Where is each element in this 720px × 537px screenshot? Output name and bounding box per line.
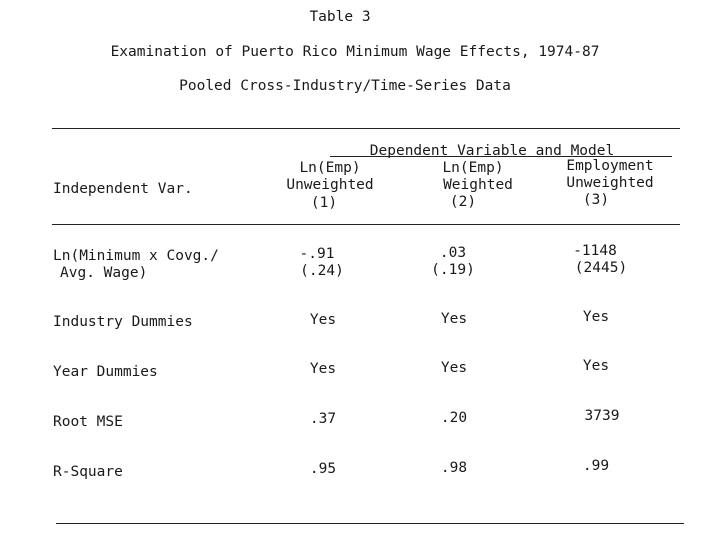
cell-rmse-col1: .37 bbox=[309, 411, 337, 427]
row-label-wage-line1: Ln(Minimum x Covg./ bbox=[53, 248, 219, 264]
bottom-rule bbox=[56, 523, 684, 524]
cell-rsq-col3: .99 bbox=[582, 458, 610, 474]
cell-wage-col1-coef: -.91 bbox=[299, 246, 335, 262]
row-label-wage-line2: Avg. Wage) bbox=[60, 265, 148, 281]
cell-wage-col2-coef: .03 bbox=[439, 245, 467, 261]
spanner-header: Dependent Variable and Model bbox=[369, 143, 615, 159]
column-2-number: (2) bbox=[449, 194, 477, 210]
column-3-line2: Unweighted bbox=[566, 175, 654, 191]
column-1-line1: Ln(Emp) bbox=[299, 160, 361, 176]
row-label-r-square: R-Square bbox=[53, 464, 123, 480]
row-label-year-dummies: Year Dummies bbox=[53, 364, 158, 380]
cell-wage-col3-coef: -1148 bbox=[573, 243, 617, 259]
cell-year-col3: Yes bbox=[582, 358, 610, 374]
cell-industry-col2: Yes bbox=[440, 311, 468, 327]
table-number: Table 3 bbox=[309, 9, 371, 25]
cell-wage-col1-se: (.24) bbox=[300, 263, 344, 279]
cell-year-col2: Yes bbox=[440, 360, 468, 376]
cell-rmse-col2: .20 bbox=[440, 410, 468, 426]
top-rule bbox=[52, 128, 680, 129]
cell-rsq-col1: .95 bbox=[309, 461, 337, 477]
cell-wage-col3-se: (2445) bbox=[574, 260, 628, 276]
column-3-line1: Employment bbox=[566, 158, 654, 174]
column-3-number: (3) bbox=[582, 192, 610, 208]
header-bottom-rule bbox=[52, 224, 680, 225]
cell-industry-col1: Yes bbox=[309, 312, 337, 328]
stub-header: Independent Var. bbox=[53, 181, 193, 197]
column-1-line2: Unweighted bbox=[286, 177, 374, 193]
cell-rmse-col3: 3739 bbox=[584, 408, 620, 424]
table-subtitle: Pooled Cross-Industry/Time-Series Data bbox=[179, 78, 511, 94]
column-1-number: (1) bbox=[310, 195, 338, 211]
cell-wage-col2-se: (.19) bbox=[431, 262, 475, 278]
cell-industry-col3: Yes bbox=[582, 309, 610, 325]
cell-year-col1: Yes bbox=[309, 361, 337, 377]
row-label-industry-dummies: Industry Dummies bbox=[53, 314, 193, 330]
cell-rsq-col2: .98 bbox=[440, 460, 468, 476]
column-2-line1: Ln(Emp) bbox=[442, 160, 504, 176]
row-label-root-mse: Root MSE bbox=[53, 414, 123, 430]
spanner-rule bbox=[330, 156, 672, 157]
table-title: Examination of Puerto Rico Minimum Wage … bbox=[110, 44, 600, 60]
column-2-line2: Weighted bbox=[443, 177, 513, 193]
